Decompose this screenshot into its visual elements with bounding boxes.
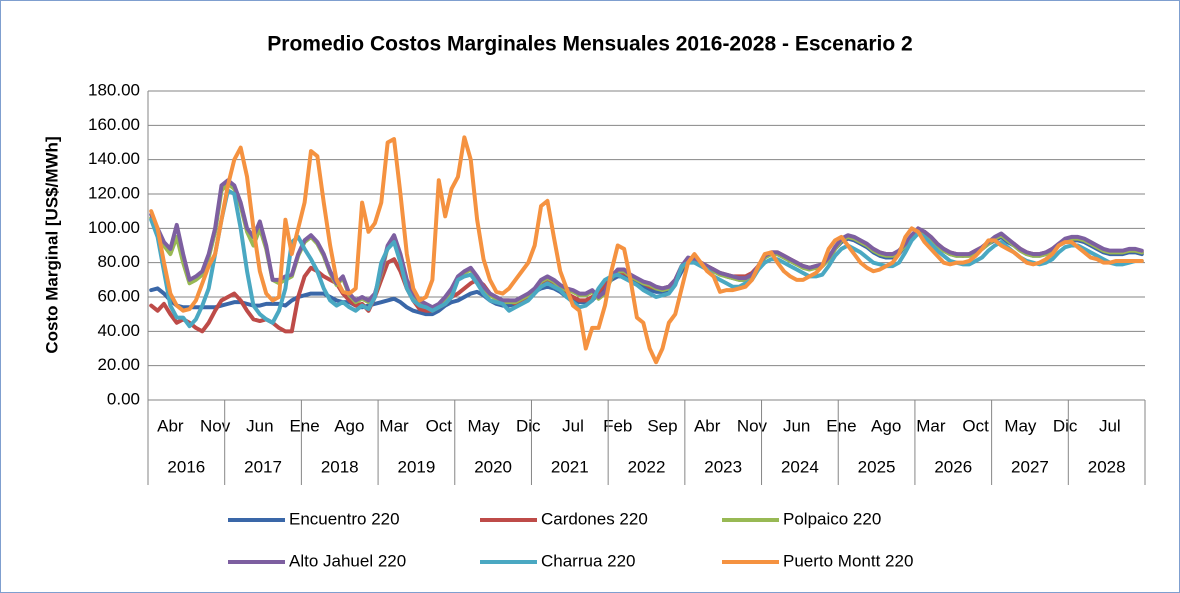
x-tick-label: Mar [379, 416, 409, 435]
x-tick-label: Jul [1099, 416, 1121, 435]
year-label: 2019 [398, 457, 436, 476]
x-tick-label: Ene [289, 416, 319, 435]
y-tick-label: 80.00 [97, 252, 140, 271]
y-tick-label: 100.00 [88, 218, 140, 237]
year-label: 2022 [628, 457, 666, 476]
x-tick-label: Ago [334, 416, 364, 435]
x-tick-label: Jul [562, 416, 584, 435]
y-axis-label: Costo Marginal [US$/MWh] [42, 136, 61, 353]
year-label: 2017 [244, 457, 282, 476]
y-tick-label: 180.00 [88, 80, 140, 99]
y-tick-label: 140.00 [88, 149, 140, 168]
x-tick-label: Mar [916, 416, 946, 435]
y-tick-label: 20.00 [97, 355, 140, 374]
x-tick-label: Ene [826, 416, 856, 435]
year-label: 2020 [474, 457, 512, 476]
year-label: 2024 [781, 457, 819, 476]
x-tick-label: Dic [1053, 416, 1078, 435]
y-tick-label: 120.00 [88, 183, 140, 202]
legend-label: Puerto Montt 220 [783, 551, 913, 570]
series-line [149, 188, 1144, 329]
x-tick-label: Oct [962, 416, 989, 435]
y-tick-label: 160.00 [88, 115, 140, 134]
y-tick-label: 40.00 [97, 321, 140, 340]
year-label: 2027 [1011, 457, 1049, 476]
x-tick-label: Oct [426, 416, 453, 435]
legend-label: Polpaico 220 [783, 509, 881, 528]
year-label: 2016 [167, 457, 205, 476]
legend-label: Cardones 220 [541, 509, 648, 528]
x-tick-label: May [467, 416, 500, 435]
year-label: 2026 [934, 457, 972, 476]
year-label: 2023 [704, 457, 742, 476]
y-tick-label: 60.00 [97, 286, 140, 305]
x-tick-label: Feb [603, 416, 632, 435]
legend-label: Charrua 220 [541, 551, 636, 570]
x-tick-label: Nov [737, 416, 768, 435]
legend-label: Encuentro 220 [289, 509, 400, 528]
x-tick-label: Sep [647, 416, 677, 435]
series-line [149, 135, 1144, 365]
legend-label: Alto Jahuel 220 [289, 551, 406, 570]
x-tick-label: May [1004, 416, 1037, 435]
x-tick-label: Ago [871, 416, 901, 435]
year-label: 2028 [1088, 457, 1126, 476]
year-label: 2018 [321, 457, 359, 476]
series-line [149, 178, 1144, 310]
x-tick-label: Dic [516, 416, 541, 435]
year-label: 2025 [858, 457, 896, 476]
x-tick-label: Nov [200, 416, 231, 435]
y-tick-label: 0.00 [107, 389, 140, 408]
chart-title: Promedio Costos Marginales Mensuales 201… [267, 33, 912, 56]
x-tick-label: Abr [157, 416, 184, 435]
x-tick-label: Abr [694, 416, 721, 435]
year-label: 2021 [551, 457, 589, 476]
x-tick-label: Jun [246, 416, 273, 435]
x-tick-label: Jun [783, 416, 810, 435]
